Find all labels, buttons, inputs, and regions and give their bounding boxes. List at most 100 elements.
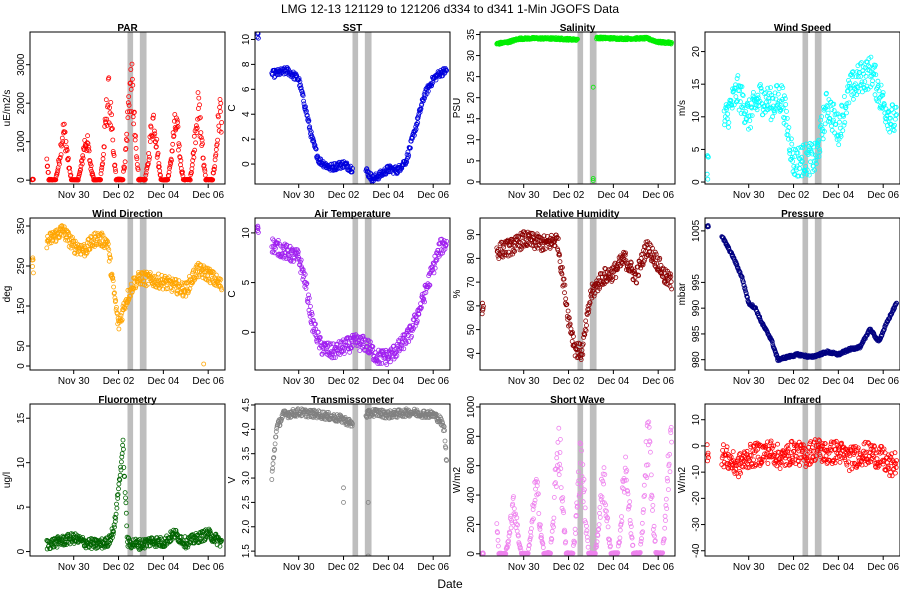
panel-title: Transmissometer [311,395,394,406]
x-tick-label: Dec 06 [417,562,449,573]
chart-main-title: LMG 12-13 121129 to 121206 d334 to d341 … [281,2,619,16]
y-tick-label: 90 [466,229,477,241]
y-tick-label: 5 [691,146,702,152]
y-tick-label: 70 [466,276,477,288]
gray-band [802,218,809,370]
x-tick-label: Nov 30 [508,376,540,387]
data-points [30,61,225,183]
y-tick-label: 400 [466,486,477,503]
y-tick-label: 5 [16,504,27,510]
outlier-point [590,178,596,184]
x-tick-label: Nov 30 [733,562,765,573]
y-axis-label: ug/l [2,472,13,488]
x-tick-label: Nov 30 [508,190,540,201]
y-tick-label: 50 [16,340,27,352]
outlier-point [590,84,596,90]
x-tick-label: Dec 04 [823,376,855,387]
outlier-point [341,499,346,505]
y-tick-label: 8 [241,61,252,67]
y-tick-label: 250 [16,257,27,274]
y-tick-label: 2.0 [241,519,252,533]
y-axis-label: PSU [452,98,463,119]
x-tick-label: Dec 02 [328,562,360,573]
gray-band [577,32,584,184]
x-tick-label: Dec 04 [373,562,405,573]
outlier-point [365,499,371,505]
plot-frame [254,403,451,557]
x-tick-label: Dec 02 [778,562,810,573]
y-tick-label: 10 [691,414,702,426]
panel-salinity: Salinity Nov 30 Dec 02 Dec 04 Dec 06 0 5 10 15 20… [452,23,676,201]
data-points [494,34,674,184]
y-tick-label: 600 [466,457,477,474]
y-tick-label: 20 [691,46,702,58]
y-tick-label: 0 [16,548,27,554]
data-points [269,406,450,556]
x-tick-label: Nov 30 [58,562,90,573]
y-tick-label: 0 [16,363,27,369]
plot-frame [254,31,451,185]
y-axis-label: W/m2 [452,467,463,494]
panel-title: Relative Humidity [536,209,620,220]
panel-title: Short Wave [550,395,605,406]
y-tick-label: 4 [241,111,252,117]
gray-band [577,218,584,370]
panel-title: Wind Direction [92,209,162,220]
y-tick-label: 1.5 [241,544,252,558]
data-points [30,223,225,367]
y-tick-label: 2.5 [241,495,252,509]
y-tick-label: 80 [466,252,477,264]
panel-title: PAR [117,23,138,34]
panel-title: Pressure [781,209,824,220]
y-axis-label: V [227,476,238,483]
plot-frame [479,403,676,557]
gray-band [139,404,147,556]
x-tick-label: Nov 30 [283,190,315,201]
data-points [480,229,674,363]
plot-frame [479,31,676,185]
gray-band [814,32,822,184]
y-tick-label: 3.0 [241,471,252,485]
y-tick-label: 10 [16,457,27,469]
data-points [705,437,899,480]
panel-wind-direction: Wind Direction Nov 30 Dec 02 Dec 04 Dec 06 0 5… [2,209,226,387]
panel-transmissometer: Transmissometer Nov 30 Dec 02 Dec 04 Dec 06 1… [227,395,451,573]
x-tick-label: Dec 06 [192,376,224,387]
x-tick-label: Dec 02 [553,562,585,573]
panel-title: Air Temperature [314,209,391,220]
y-tick-label: 10 [691,111,702,123]
y-tick-label: 1000 [16,130,27,153]
x-tick-label: Nov 30 [508,562,540,573]
plot-frame [29,31,226,185]
x-tick-label: Dec 02 [553,190,585,201]
y-tick-label: 1000 [466,395,477,418]
y-axis-label: W/m2 [677,467,688,494]
panel-infrared: Infrared Nov 30 Dec 02 Dec 04 Dec 06 -40 -30 -2… [677,395,900,573]
x-tick-label: Dec 02 [778,376,810,387]
panel-title: Wind Speed [774,23,831,34]
y-tick-label: 35 [466,29,477,41]
x-axis-caption: Date [437,577,463,591]
x-tick-label: Dec 06 [642,190,674,201]
y-tick-label: 990 [691,299,702,316]
x-tick-label: Nov 30 [733,376,765,387]
panel-wind-speed: Wind Speed Nov 30 Dec 02 Dec 04 Dec 06 0 5 10 15… [677,23,900,201]
gray-band [589,32,597,184]
y-axis-label: C [227,290,238,297]
gray-band [139,218,147,370]
data-points [705,223,899,364]
panel-title: Salinity [560,23,596,34]
y-tick-label: -20 [691,491,702,506]
data-points [480,419,674,556]
x-tick-label: Dec 06 [417,190,449,201]
gray-band [127,32,134,184]
plot-frame [704,31,900,185]
y-tick-label: 2 [241,136,252,142]
y-tick-label: 15 [466,113,477,125]
y-tick-label: 0 [466,551,477,557]
gray-band [127,404,134,556]
y-axis-label: uE/m2/s [2,90,13,127]
y-tick-label: 2000 [16,92,27,115]
data-points [705,54,899,182]
y-tick-label: 10 [241,227,252,239]
